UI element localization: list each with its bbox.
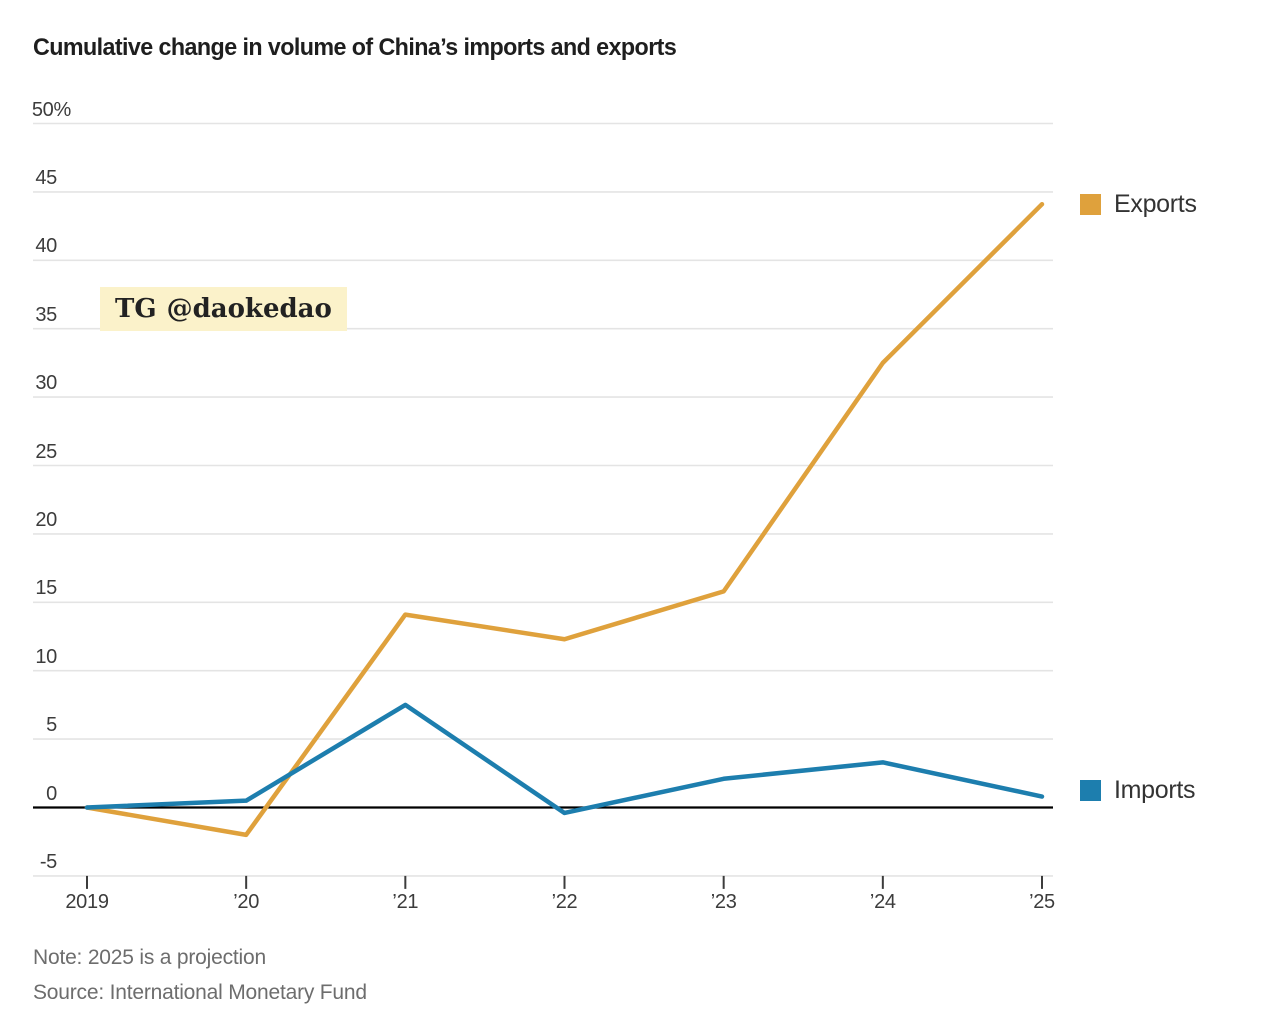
legend-imports-label: Imports bbox=[1114, 776, 1196, 804]
y-tick-label: 25 bbox=[35, 440, 57, 463]
imports-swatch-icon bbox=[1080, 780, 1101, 801]
series-line-imports bbox=[84, 702, 1045, 816]
y-tick-label: 0 bbox=[46, 782, 57, 805]
series-line-exports bbox=[84, 201, 1045, 838]
legend-imports: Imports bbox=[1080, 776, 1196, 805]
y-tick-label: 45 bbox=[35, 166, 57, 189]
legend-exports-label: Exports bbox=[1114, 190, 1197, 218]
x-tick-label: 2019 bbox=[65, 891, 109, 913]
exports-swatch-icon bbox=[1080, 194, 1101, 215]
x-tick-label: ’20 bbox=[233, 891, 260, 913]
y-tick-label: -5 bbox=[39, 850, 57, 873]
x-tick-label: ’25 bbox=[1029, 891, 1055, 913]
chart-title: Cumulative change in volume of China’s i… bbox=[33, 34, 677, 61]
x-tick-label: ’22 bbox=[551, 891, 578, 913]
y-tick-label: 5 bbox=[46, 714, 57, 737]
note-text: Note: 2025 is a projection bbox=[33, 946, 266, 969]
x-tick-label: ’24 bbox=[869, 891, 896, 913]
x-tick-label: ’21 bbox=[392, 891, 419, 913]
y-tick-label: 40 bbox=[35, 235, 57, 258]
source-text: Source: International Monetary Fund bbox=[33, 981, 367, 1004]
legend-exports: Exports bbox=[1080, 190, 1197, 219]
y-tick-label: 10 bbox=[35, 645, 57, 668]
y-tick-label: 30 bbox=[35, 372, 57, 395]
watermark: TG @daokedao bbox=[100, 287, 347, 331]
y-tick-label: 35 bbox=[35, 303, 57, 326]
watermark-prefix: TG bbox=[115, 294, 157, 324]
y-tick-label: 20 bbox=[35, 508, 57, 531]
x-tick-label: ’23 bbox=[710, 891, 737, 913]
y-tick-label: 50% bbox=[31, 98, 71, 121]
y-tick-label: 15 bbox=[35, 577, 57, 600]
watermark-handle: @daokedao bbox=[166, 294, 332, 324]
